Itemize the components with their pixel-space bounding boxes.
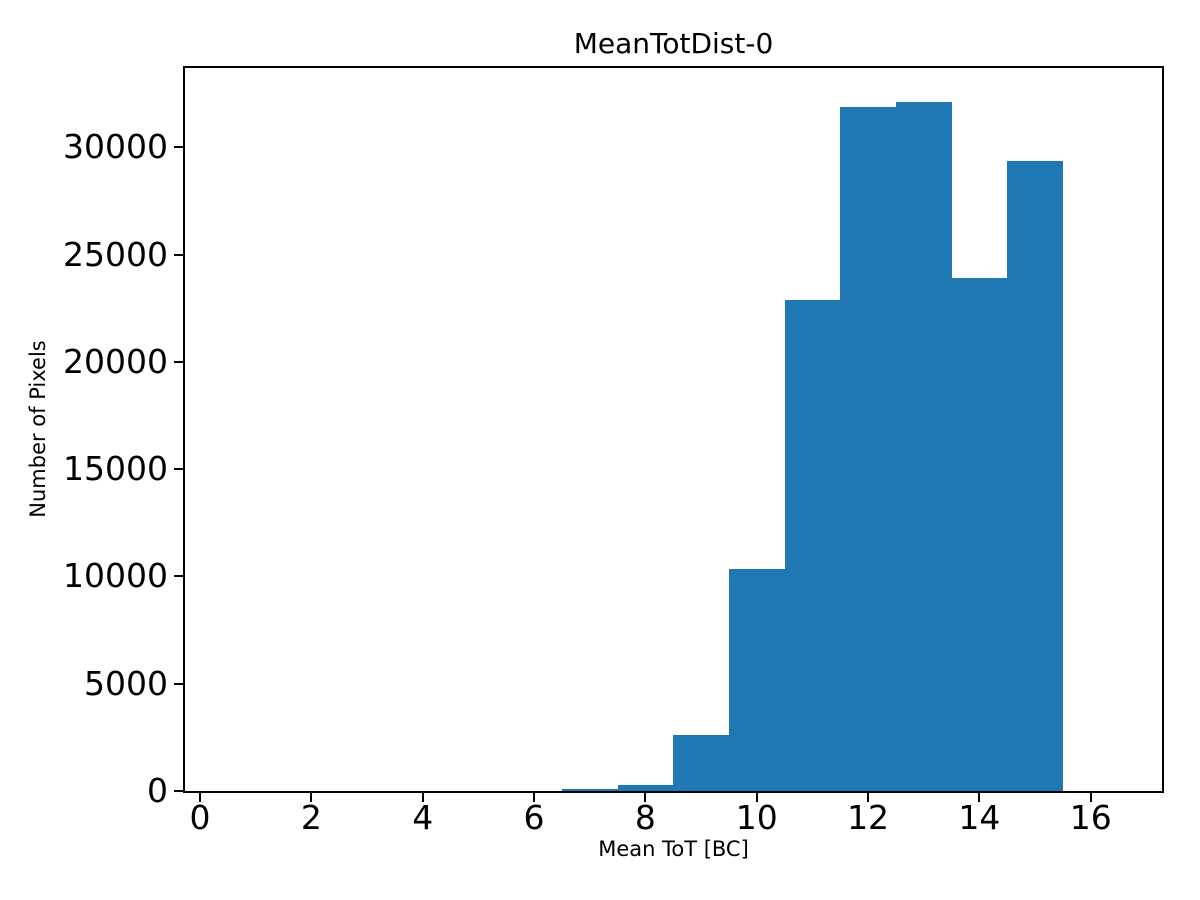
x-tick [978, 793, 981, 802]
histogram-bar [728, 569, 785, 791]
histogram-bar [784, 300, 841, 791]
x-tick [310, 793, 313, 802]
histogram-bar [673, 734, 729, 791]
x-tick [421, 793, 424, 802]
x-tick [755, 793, 758, 802]
y-tick [174, 253, 183, 256]
y-tick-label: 5000 [84, 663, 168, 703]
x-tick [533, 793, 536, 802]
plot-area [183, 66, 1164, 793]
y-tick-label: 15000 [63, 449, 168, 489]
x-tick [867, 793, 870, 802]
y-tick-label: 25000 [63, 234, 168, 274]
x-tick-label: 2 [300, 798, 322, 837]
chart-title: MeanTotDist-0 [573, 27, 774, 60]
histogram-bar [951, 277, 1008, 791]
y-tick [174, 575, 183, 578]
y-tick-label: 0 [147, 771, 168, 810]
y-tick [174, 790, 183, 792]
x-tick-label: 14 [958, 798, 1001, 837]
y-tick [174, 682, 183, 685]
x-tick [644, 793, 647, 802]
histogram-bar [561, 788, 618, 791]
x-tick-label: 12 [847, 798, 890, 837]
x-tick-label: 0 [189, 798, 211, 837]
y-tick-label: 10000 [63, 556, 168, 596]
histogram-bar [1007, 161, 1063, 791]
histogram-bar [617, 784, 674, 791]
x-tick-label: 6 [523, 798, 545, 837]
y-tick [174, 360, 183, 363]
x-tick-label: 4 [412, 798, 434, 837]
x-tick-label: 8 [634, 798, 656, 837]
y-tick-label: 30000 [63, 127, 168, 167]
y-tick [174, 146, 183, 149]
x-tick [199, 793, 202, 802]
histogram-bar [895, 102, 952, 791]
histogram-bar [840, 106, 896, 791]
y-tick-label: 20000 [63, 341, 168, 381]
x-tick-label: 10 [735, 798, 778, 837]
y-tick [174, 468, 183, 471]
x-tick-label: 16 [1069, 798, 1112, 837]
x-axis-label: Mean ToT [BC] [598, 837, 749, 861]
x-tick [1089, 793, 1092, 802]
